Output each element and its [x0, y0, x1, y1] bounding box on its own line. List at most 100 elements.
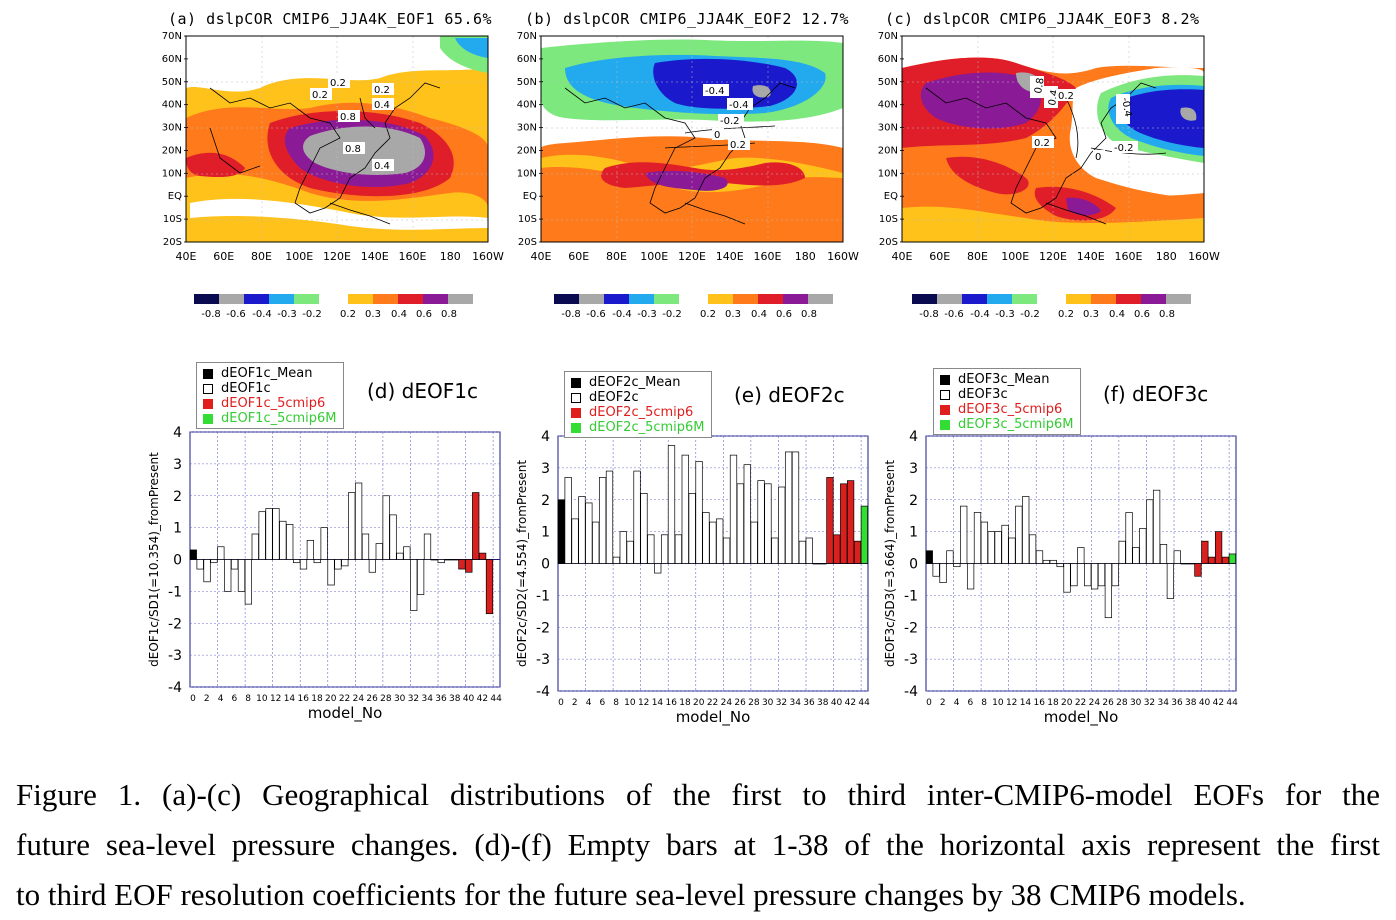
bar — [437, 559, 445, 564]
bar — [348, 492, 356, 560]
bar — [571, 518, 579, 564]
x-tick-label: 4 — [586, 698, 592, 708]
x-tick-label: 16 — [297, 694, 309, 704]
map-c-title: (c) dslpCOR CMIP6_JJA4K_EOF3 8.2% — [885, 10, 1200, 28]
lon-tick-label: 40E — [892, 250, 913, 263]
bar — [578, 496, 586, 564]
lon-tick-label: 180 — [1156, 250, 1177, 263]
colorbar-label: 0.8 — [1159, 309, 1175, 320]
map-b-contour-label: -0.4 — [729, 100, 749, 111]
map-a-contour-label: 0.2 — [374, 85, 390, 96]
colorbar-label: 0.8 — [801, 309, 817, 320]
lat-tick-label: 20S — [879, 237, 898, 248]
bar — [196, 559, 204, 570]
x-tick-label: 44 — [858, 698, 870, 708]
colorbar-label: 0.6 — [416, 309, 432, 320]
legend-item-5cmip6: dEOF3c_5cmip6 — [940, 402, 1074, 417]
bar — [430, 559, 439, 561]
bar — [465, 559, 473, 573]
bar — [674, 534, 683, 564]
x-tick-label: 20 — [325, 694, 337, 704]
bar — [1187, 563, 1195, 565]
bar — [389, 514, 397, 560]
colorbar-label: 0.6 — [776, 309, 792, 320]
legend-e: dEOF2c_Mean dEOF2c dEOF2c_5cmip6 dEOF2c_… — [564, 371, 712, 438]
lat-tick-label: 20N — [517, 145, 537, 156]
legend-item-mean: dEOF2c_Mean — [571, 375, 705, 390]
map-c-contour-label: -0.4 — [1119, 97, 1133, 118]
bar — [368, 559, 377, 573]
map-c-lon-axis: 40E 60E 80E 100E 120E 140E 160E 180 160W — [892, 250, 1221, 263]
x-tick-label: 38 — [1185, 698, 1197, 708]
bar — [1070, 563, 1078, 587]
lon-tick-label: 180 — [795, 250, 816, 263]
bar — [722, 537, 731, 564]
colorbar-swatch — [937, 294, 962, 304]
x-tick-label: 44 — [1226, 698, 1238, 708]
y-tick-label: 4 — [541, 429, 550, 445]
bar — [251, 533, 259, 560]
lon-tick-label: 160W — [472, 250, 504, 263]
lon-tick-label: 80E — [967, 250, 988, 263]
bar — [1194, 563, 1202, 577]
bar — [1104, 563, 1113, 619]
x-tick-label: 18 — [311, 694, 323, 704]
lat-tick-label: 50N — [878, 77, 898, 88]
y-tick-label: 0 — [541, 557, 550, 573]
lat-tick-label: 20N — [162, 145, 182, 156]
bar — [585, 502, 593, 564]
bar — [695, 461, 703, 564]
bar — [341, 559, 349, 567]
map-a: 0.2 0.2 0.2 0.4 0.8 0.8 0.4 70N 60N 50N 40N… — [162, 31, 504, 263]
y-tick-label: -3 — [168, 648, 182, 664]
colorbar-swatch — [629, 294, 654, 304]
bar — [444, 559, 452, 561]
legend-item-models: dEOF1c — [203, 381, 337, 396]
bar — [619, 531, 627, 564]
colorbar-label: -0.2 — [1020, 309, 1040, 320]
bar — [361, 533, 370, 560]
bar — [1084, 563, 1092, 587]
map-b-lat-axis: 70N 60N 50N 40N 30N 20N 10N EQ 10S 20S — [517, 31, 543, 248]
bar — [292, 559, 301, 564]
bar — [1214, 531, 1223, 564]
x-tick-label: 10 — [992, 698, 1004, 708]
bar — [299, 559, 308, 570]
x-tick-label: 38 — [817, 698, 829, 708]
x-tick-label: 30 — [762, 698, 774, 708]
x-tick-label: 8 — [981, 698, 987, 708]
bar — [423, 533, 432, 560]
panel-e-title: (e) dEOF2c — [734, 383, 845, 407]
bar — [833, 534, 841, 564]
x-tick-label: 18 — [679, 698, 691, 708]
bar — [973, 512, 982, 564]
x-tick-label: 2 — [204, 694, 210, 704]
colorbar-label: -0.8 — [561, 309, 581, 320]
bar — [946, 550, 954, 564]
colorbar-swatch — [604, 294, 629, 304]
bar — [1022, 496, 1030, 564]
y-tick-label: -3 — [904, 652, 918, 668]
x-tick-label: 42 — [477, 694, 488, 704]
legend-item-5cmip6m: dEOF3c_5cmip6M — [940, 417, 1074, 432]
x-tick-label: 20 — [693, 698, 705, 708]
lat-tick-label: 20N — [878, 145, 898, 156]
lon-tick-label: 140E — [361, 250, 389, 263]
x-tick-label: 2 — [940, 698, 946, 708]
y-tick-label: -2 — [904, 620, 918, 636]
legend-item-models: dEOF2c — [571, 390, 705, 405]
map-b-contour-label: -0.2 — [720, 116, 740, 127]
bar — [1056, 563, 1064, 568]
bar — [626, 540, 634, 564]
x-tick-label: 32 — [776, 698, 787, 708]
x-tick-label: 22 — [339, 694, 350, 704]
colorbar-swatch — [1116, 294, 1141, 304]
x-tick-label: 30 — [394, 694, 406, 704]
bar — [1146, 499, 1154, 564]
lat-tick-label: 70N — [162, 31, 182, 42]
bar — [382, 495, 390, 560]
x-tick-label: 10 — [256, 694, 268, 704]
